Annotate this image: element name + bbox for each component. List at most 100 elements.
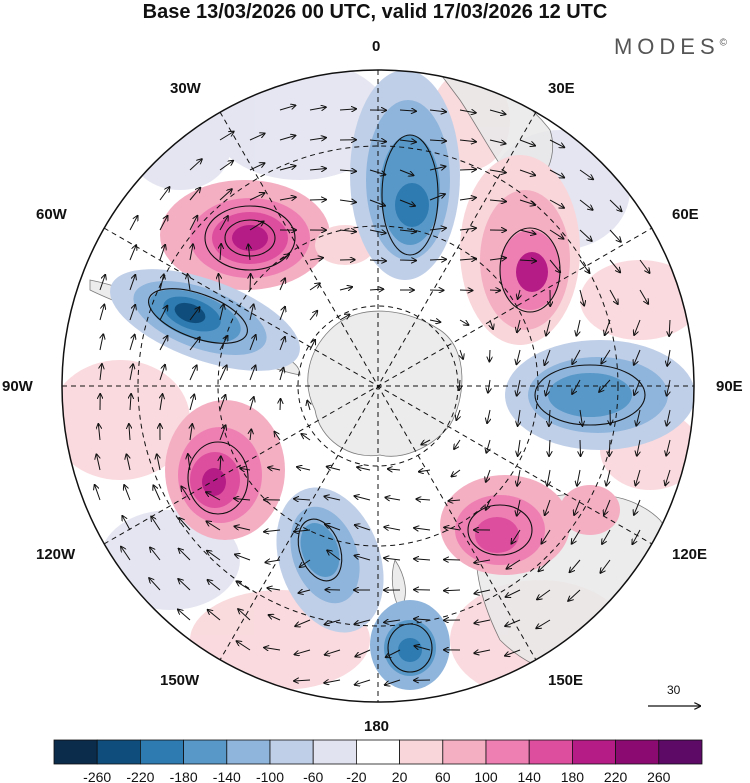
wind-vector bbox=[636, 469, 641, 485]
wind-vector bbox=[459, 319, 468, 325]
wind-vector bbox=[444, 527, 461, 530]
wind-vector bbox=[327, 550, 341, 561]
lon-label-120w: 120W bbox=[36, 546, 76, 563]
wind-vector bbox=[536, 619, 551, 628]
wind-vector bbox=[339, 109, 356, 110]
wind-vector bbox=[219, 304, 224, 321]
wind-vector bbox=[579, 289, 584, 305]
wind-vector bbox=[325, 619, 341, 625]
wind-vector bbox=[299, 590, 311, 593]
colorbar bbox=[53, 739, 703, 765]
wind-vector bbox=[669, 319, 670, 336]
wind-vector bbox=[188, 274, 190, 291]
reference-vector-label: 30 bbox=[667, 683, 681, 697]
wind-vector bbox=[121, 547, 131, 561]
wind-vector bbox=[220, 244, 221, 261]
wind-vector bbox=[95, 485, 101, 501]
wind-vector bbox=[269, 615, 281, 621]
wind-vector bbox=[519, 199, 535, 205]
lon-label-60w: 60W bbox=[36, 206, 67, 223]
wind-vector bbox=[234, 498, 251, 500]
wind-vector bbox=[219, 216, 228, 231]
wind-vector bbox=[307, 401, 310, 411]
wind-vector bbox=[355, 649, 371, 656]
wind-vector bbox=[355, 556, 371, 561]
wind-vector bbox=[399, 169, 413, 175]
wind-vector bbox=[544, 349, 551, 365]
colorbar-ticks: -260 -220 -180 -140 -100 -60 -20 20 60 100 140 180 2… bbox=[83, 769, 671, 783]
wind-vector bbox=[609, 199, 621, 211]
wind-vector bbox=[399, 199, 415, 206]
wind-vector bbox=[414, 559, 431, 560]
wind-vector bbox=[206, 492, 221, 501]
wind-vector bbox=[388, 469, 401, 470]
wind-vector bbox=[179, 549, 191, 561]
wind-vector bbox=[369, 140, 386, 142]
wind-vector bbox=[429, 228, 446, 230]
wind-vector bbox=[489, 109, 505, 114]
wind-vector bbox=[189, 395, 194, 411]
wind-vector bbox=[98, 424, 100, 441]
colorbar-swatch bbox=[183, 739, 228, 765]
map-disc bbox=[62, 70, 694, 702]
wind-vector bbox=[429, 320, 440, 322]
wind-vector bbox=[99, 275, 105, 291]
wind-vector bbox=[399, 260, 416, 261]
wind-vector bbox=[667, 409, 670, 426]
wind-vector bbox=[568, 589, 581, 601]
wind-vector bbox=[460, 349, 463, 359]
wind-vector bbox=[189, 159, 202, 171]
wind-vector bbox=[602, 529, 611, 544]
wind-vector bbox=[429, 110, 446, 112]
wind-vector bbox=[130, 394, 131, 411]
wind-vector bbox=[541, 529, 551, 544]
wind-vector bbox=[604, 499, 611, 515]
wind-vector bbox=[474, 620, 491, 623]
wind-vector bbox=[279, 278, 285, 291]
wind-vector bbox=[516, 349, 520, 364]
wind-vector bbox=[279, 337, 285, 351]
wind-vector bbox=[632, 529, 641, 544]
wind-vector bbox=[297, 467, 311, 470]
wind-vector bbox=[309, 258, 323, 260]
wind-vector bbox=[189, 365, 197, 381]
wind-vector bbox=[517, 379, 520, 396]
wind-vector bbox=[546, 379, 551, 395]
wind-vector bbox=[537, 589, 551, 599]
wind-vector bbox=[264, 648, 281, 650]
wind-vector bbox=[309, 283, 320, 291]
antarctica bbox=[307, 310, 463, 457]
wind-vector bbox=[249, 304, 254, 321]
wind-vector bbox=[219, 425, 226, 441]
wind-vector bbox=[456, 409, 460, 420]
wind-vector bbox=[294, 499, 311, 500]
wind-vector bbox=[157, 454, 160, 471]
wind-vector bbox=[130, 364, 133, 381]
wind-vector bbox=[549, 439, 550, 456]
wind-vector bbox=[486, 469, 491, 482]
brand-name: MODES bbox=[613, 34, 720, 59]
wind-vector bbox=[517, 499, 520, 516]
wind-vector bbox=[448, 500, 461, 501]
lon-label-30e: 30E bbox=[548, 80, 575, 97]
colorbar-swatch bbox=[269, 739, 314, 765]
wind-vector bbox=[149, 578, 161, 591]
wind-vector bbox=[188, 454, 190, 471]
lon-label-0: 0 bbox=[372, 38, 381, 55]
wind-vector bbox=[327, 467, 341, 470]
wind-vector bbox=[190, 424, 192, 441]
wind-vector bbox=[279, 307, 285, 321]
wind-vector bbox=[572, 379, 581, 394]
wind-vector bbox=[429, 194, 445, 201]
wind-vector bbox=[444, 590, 461, 591]
wind-vector bbox=[384, 620, 401, 622]
wind-vector bbox=[486, 499, 490, 510]
wind-vector bbox=[249, 193, 264, 201]
wind-vector bbox=[474, 650, 491, 653]
wind-vector bbox=[355, 679, 371, 685]
wind-vector bbox=[386, 649, 401, 657]
wind-vector bbox=[574, 499, 581, 515]
wind-vector bbox=[220, 456, 221, 471]
lon-label-30w: 30W bbox=[170, 80, 201, 97]
